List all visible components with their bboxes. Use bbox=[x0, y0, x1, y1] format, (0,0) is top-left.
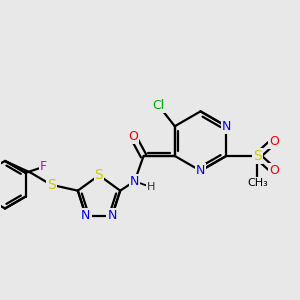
Text: CH₃: CH₃ bbox=[247, 178, 268, 188]
Text: N: N bbox=[222, 120, 231, 133]
Text: H: H bbox=[147, 182, 155, 192]
Text: N: N bbox=[196, 164, 205, 177]
Text: S: S bbox=[47, 178, 56, 192]
Text: N: N bbox=[107, 209, 117, 222]
Text: N: N bbox=[81, 209, 91, 222]
Text: O: O bbox=[269, 135, 279, 148]
Text: O: O bbox=[269, 164, 279, 177]
Text: S: S bbox=[253, 149, 262, 163]
Text: N: N bbox=[130, 175, 140, 188]
Text: Cl: Cl bbox=[152, 99, 165, 112]
Text: O: O bbox=[128, 130, 138, 143]
Text: S: S bbox=[94, 168, 103, 182]
Text: F: F bbox=[40, 160, 47, 173]
